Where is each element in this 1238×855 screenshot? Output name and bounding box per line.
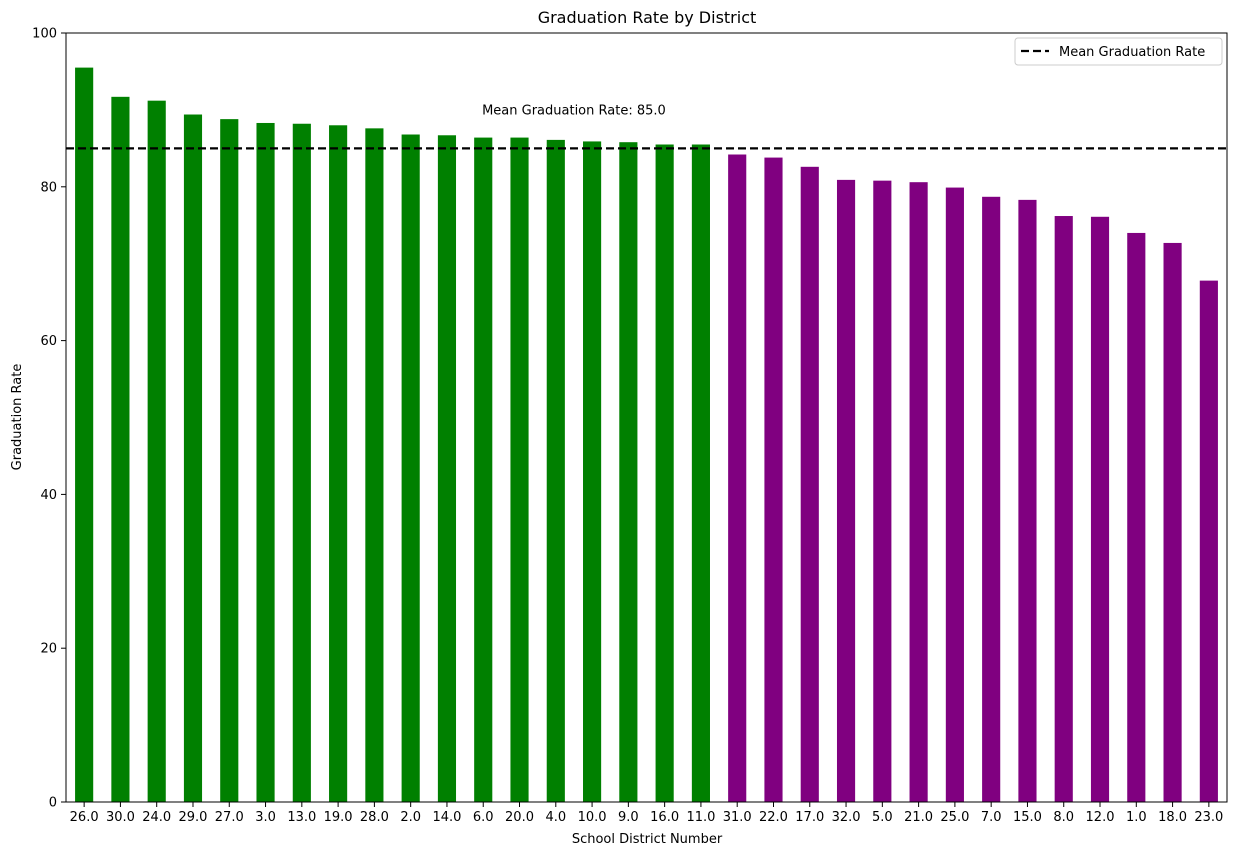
y-tick-label: 80	[40, 180, 57, 195]
legend-box	[1014, 37, 1223, 66]
x-axis-ticks: 26.0 30.0 24.0 29.0 27.0 3.0 13.0 19.0 28.0 2.0 14…	[70, 802, 1223, 825]
bar-4.0	[546, 139, 565, 803]
x-tick-label: 24.0	[142, 810, 171, 825]
x-tick-label: 16.0	[650, 810, 679, 825]
bar-6.0	[474, 137, 493, 803]
bar-7.0	[982, 196, 1001, 802]
x-tick-label: 7.0	[981, 810, 1002, 825]
bar-19.0	[329, 125, 348, 802]
x-tick-label: 9.0	[618, 810, 639, 825]
bar-27.0	[220, 119, 239, 803]
bar-11.0	[691, 144, 710, 802]
bar-9.0	[619, 142, 638, 802]
x-tick-label: 30.0	[106, 810, 135, 825]
x-tick-label: 22.0	[759, 810, 788, 825]
x-tick-label: 5.0	[872, 810, 893, 825]
x-tick-label: 3.0	[255, 810, 276, 825]
bar-16.0	[655, 144, 674, 802]
bar-25.0	[945, 187, 964, 803]
bar-28.0	[365, 128, 384, 802]
x-tick-label: 10.0	[578, 810, 607, 825]
bar-29.0	[183, 114, 203, 803]
bar-21.0	[909, 182, 928, 802]
bar-22.0	[764, 157, 783, 802]
bar-10.0	[583, 141, 602, 802]
bar-18.0	[1163, 242, 1182, 802]
plot-frame	[65, 32, 1228, 803]
bar-20.0	[510, 137, 529, 803]
bar-13.0	[292, 123, 311, 802]
x-tick-label: 1.0	[1126, 810, 1147, 825]
x-tick-label: 4.0	[545, 810, 566, 825]
legend: Mean Graduation Rate	[1014, 37, 1223, 66]
bar-32.0	[836, 179, 856, 802]
bar-23.0	[1199, 280, 1218, 802]
bar-2.0	[401, 134, 420, 802]
y-tick-label: 0	[49, 796, 57, 811]
x-tick-label: 2.0	[400, 810, 421, 825]
x-tick-label: 8.0	[1053, 810, 1074, 825]
bar-8.0	[1054, 216, 1073, 803]
bar-15.0	[1018, 199, 1037, 803]
x-tick-label: 13.0	[287, 810, 316, 825]
x-tick-label: 6.0	[473, 810, 494, 825]
x-tick-label: 31.0	[723, 810, 752, 825]
x-tick-label: 15.0	[1013, 810, 1042, 825]
x-tick-label: 11.0	[686, 810, 715, 825]
x-tick-label: 25.0	[940, 810, 969, 825]
chart-title: Graduation Rate by District	[538, 8, 757, 27]
legend-entry-mean: Mean Graduation Rate	[1059, 45, 1205, 60]
x-tick-label: 19.0	[324, 810, 353, 825]
bar-1.0	[1127, 232, 1146, 802]
x-tick-label: 21.0	[904, 810, 933, 825]
x-tick-label: 17.0	[795, 810, 824, 825]
x-axis-label: School District Number	[572, 832, 723, 847]
x-tick-label: 26.0	[70, 810, 99, 825]
x-tick-label: 32.0	[832, 810, 861, 825]
bar-30.0	[111, 96, 130, 802]
x-tick-label: 20.0	[505, 810, 534, 825]
bar-5.0	[873, 180, 892, 802]
x-tick-label: 29.0	[179, 810, 208, 825]
bar-14.0	[437, 135, 457, 803]
x-tick-label: 18.0	[1158, 810, 1187, 825]
x-tick-label: 23.0	[1194, 810, 1223, 825]
bar-24.0	[147, 100, 166, 802]
mean-annotation: Mean Graduation Rate: 85.0	[482, 103, 666, 118]
y-tick-label: 60	[40, 334, 57, 349]
y-tick-label: 40	[40, 488, 57, 503]
x-tick-label: 27.0	[215, 810, 244, 825]
bar-12.0	[1090, 216, 1110, 802]
x-tick-label: 14.0	[432, 810, 461, 825]
x-tick-label: 12.0	[1086, 810, 1115, 825]
y-axis-ticks: 0 20 40 60 80 100	[32, 27, 66, 811]
bar-3.0	[256, 122, 275, 802]
x-tick-label: 28.0	[360, 810, 389, 825]
bar-26.0	[75, 67, 94, 803]
bar-17.0	[800, 166, 819, 802]
y-tick-label: 20	[40, 642, 57, 657]
bar-31.0	[728, 154, 747, 802]
y-axis-label: Graduation Rate	[10, 364, 25, 471]
bars-group	[75, 67, 1218, 803]
y-tick-label: 100	[32, 27, 57, 42]
